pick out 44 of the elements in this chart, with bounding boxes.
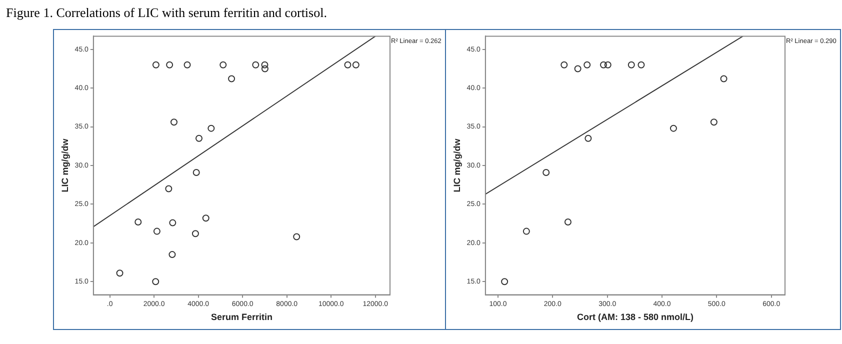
y-axis-title: LIC mg/g/dw — [452, 138, 462, 192]
point — [574, 65, 582, 72]
point — [670, 124, 677, 132]
point — [195, 134, 202, 142]
point — [170, 118, 178, 126]
point — [116, 270, 124, 277]
point — [252, 61, 260, 68]
point — [638, 61, 645, 68]
point — [166, 61, 174, 68]
point — [168, 251, 176, 258]
point — [134, 218, 142, 226]
point — [628, 61, 635, 68]
point — [710, 118, 718, 126]
point — [501, 278, 508, 286]
point — [560, 61, 568, 68]
point — [344, 61, 352, 68]
point — [184, 61, 191, 68]
point — [192, 168, 200, 176]
point — [192, 230, 199, 238]
point — [165, 185, 172, 192]
point — [352, 61, 360, 68]
chart-title: Figure 1. Correlations of LIC with serum ferritin and cortisol. — [6, 5, 327, 21]
point — [152, 61, 160, 68]
point — [169, 219, 176, 226]
point — [522, 228, 530, 235]
point — [208, 124, 215, 132]
point — [604, 61, 612, 68]
point — [564, 218, 572, 226]
point — [153, 228, 160, 235]
point — [584, 134, 592, 142]
point — [202, 214, 210, 222]
y-axis-title: LIC mg/g/dw — [60, 138, 70, 192]
point — [600, 61, 608, 68]
point — [584, 61, 591, 68]
point — [542, 168, 550, 176]
x-axis-title: Serum Ferritin — [210, 312, 272, 322]
x-axis-title: Cort (AM: 138 - 580 nmol/L) — [576, 312, 694, 322]
point — [720, 75, 728, 82]
point — [261, 65, 268, 72]
point — [228, 75, 236, 82]
point — [220, 61, 227, 68]
point — [261, 61, 268, 68]
point — [152, 278, 160, 286]
point — [293, 233, 300, 240]
